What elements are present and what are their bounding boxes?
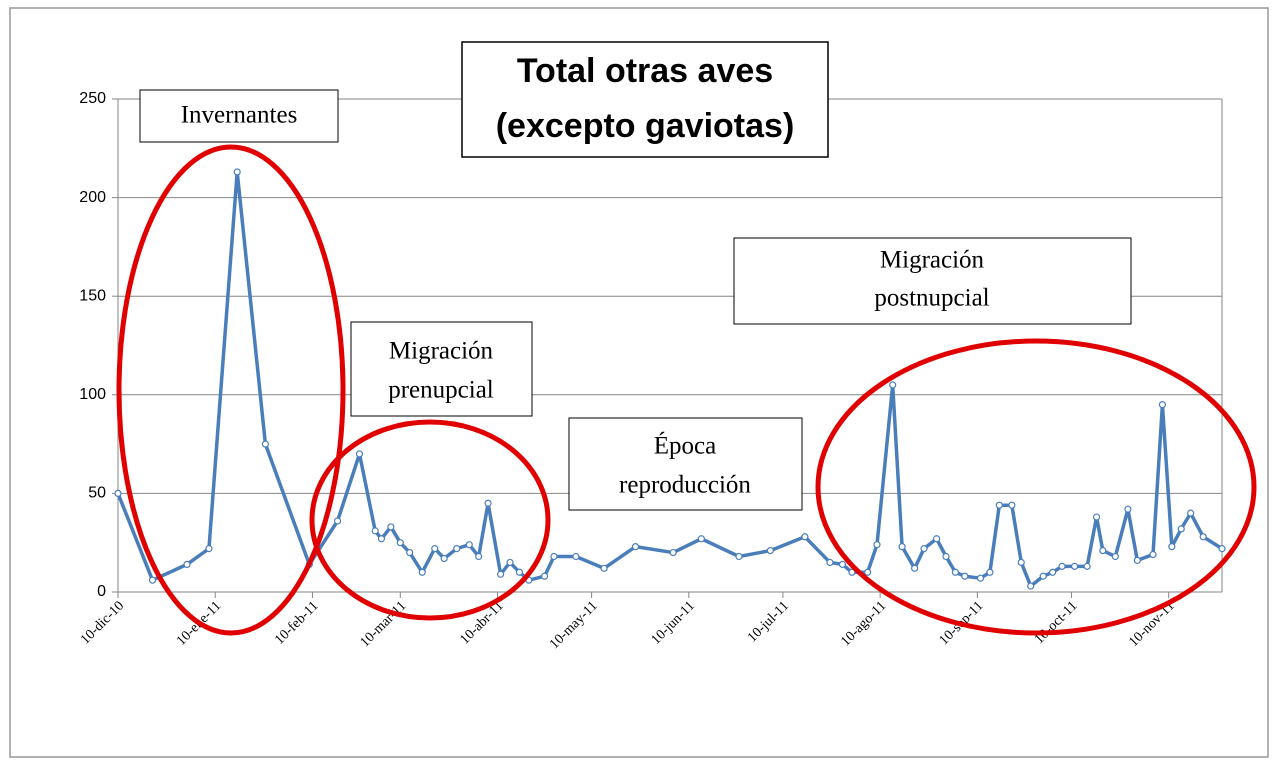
data-point: [1049, 568, 1057, 576]
data-point: [550, 552, 558, 561]
data-point: [418, 568, 426, 576]
data-point: [898, 543, 906, 551]
y-tick-label: 200: [79, 189, 106, 206]
ellipse: [309, 419, 551, 621]
data-point: [1039, 572, 1047, 580]
annotation: prenupcial: [388, 377, 494, 404]
data-point: [1218, 545, 1226, 553]
data-point: [801, 533, 809, 541]
data-point: [1058, 562, 1066, 570]
ellipse: [116, 144, 346, 636]
data-point: [183, 560, 191, 568]
data-point: [838, 560, 847, 568]
data-point: [371, 527, 379, 535]
annotation-box: [733, 237, 1132, 325]
annotations: Total otras aves (excepto gaviotas) Inve…: [116, 41, 1257, 636]
data-point: [1092, 513, 1101, 521]
data-point: [431, 545, 439, 553]
data-point: [1070, 562, 1079, 570]
data-point: [484, 499, 492, 507]
data-point: [355, 450, 364, 458]
data-point: [863, 568, 872, 576]
data-point: [1168, 543, 1176, 551]
annotation: reproducción: [619, 472, 751, 499]
annotation: Época: [654, 432, 716, 460]
data-point: [497, 570, 505, 578]
data-point: [669, 548, 677, 557]
data-point: [600, 564, 608, 572]
y-tick-label: 100: [79, 386, 106, 403]
data-point: [465, 541, 473, 549]
data-point: [572, 552, 580, 561]
data-point: [233, 168, 241, 176]
annotation: Migración: [389, 338, 494, 365]
data-point: [873, 541, 881, 549]
data-point: [942, 552, 950, 561]
data-point: [911, 564, 919, 572]
data-point: [986, 568, 994, 576]
data-point: [826, 558, 834, 567]
data-point: [148, 576, 157, 584]
data-point: [697, 535, 705, 543]
data-point: [976, 574, 985, 582]
data-point: [1133, 556, 1141, 565]
data-point: [453, 545, 461, 553]
data-point: [951, 568, 960, 576]
data-point: [387, 523, 395, 531]
data-point: [475, 552, 483, 561]
data-point: [1187, 509, 1195, 517]
data-point: [920, 545, 928, 553]
y-tick-label: 250: [79, 90, 106, 107]
data-point: [261, 440, 270, 448]
data-point: [506, 558, 514, 567]
data-point: [766, 546, 774, 555]
annotation-box: [350, 321, 533, 417]
data-point: [961, 572, 969, 580]
data-point: [848, 568, 856, 576]
y-tick-label: 150: [79, 287, 106, 304]
annotation: Invernantes: [181, 102, 298, 129]
data-point: [932, 535, 941, 543]
data-point: [333, 517, 342, 525]
annotation: Migración: [880, 247, 985, 274]
annotation: postnupcial: [874, 285, 989, 312]
data-point: [889, 381, 897, 389]
data-point: [396, 539, 404, 547]
chart-title: (excepto gaviotas): [496, 107, 795, 145]
data-point: [735, 552, 743, 561]
data-point: [1199, 533, 1207, 541]
data-point: [1027, 582, 1035, 590]
data-point: [114, 489, 122, 497]
data-point: [1099, 546, 1107, 555]
data-point: [1177, 525, 1185, 533]
data-point: [1017, 558, 1025, 567]
data-point: [1149, 550, 1157, 559]
ellipse: [815, 338, 1257, 636]
title-box: [461, 41, 829, 158]
data-point: [1008, 501, 1016, 509]
data-point: [1158, 401, 1167, 409]
data-point: [540, 572, 549, 580]
annotation-box: [139, 89, 339, 143]
data-point: [440, 554, 448, 563]
chart-title: Total otras aves: [517, 52, 773, 90]
annotation-box: [568, 417, 803, 511]
data-point: [205, 545, 213, 553]
y-tick-label: 50: [88, 485, 106, 502]
data-point: [1111, 552, 1119, 561]
data-point: [1083, 562, 1091, 570]
data-point: [631, 543, 640, 551]
data-point: [406, 548, 414, 557]
y-tick-label: 0: [97, 583, 106, 600]
data-point: [377, 535, 386, 543]
data-point: [1124, 505, 1132, 513]
data-point: [995, 501, 1003, 509]
data-point: [515, 568, 524, 576]
